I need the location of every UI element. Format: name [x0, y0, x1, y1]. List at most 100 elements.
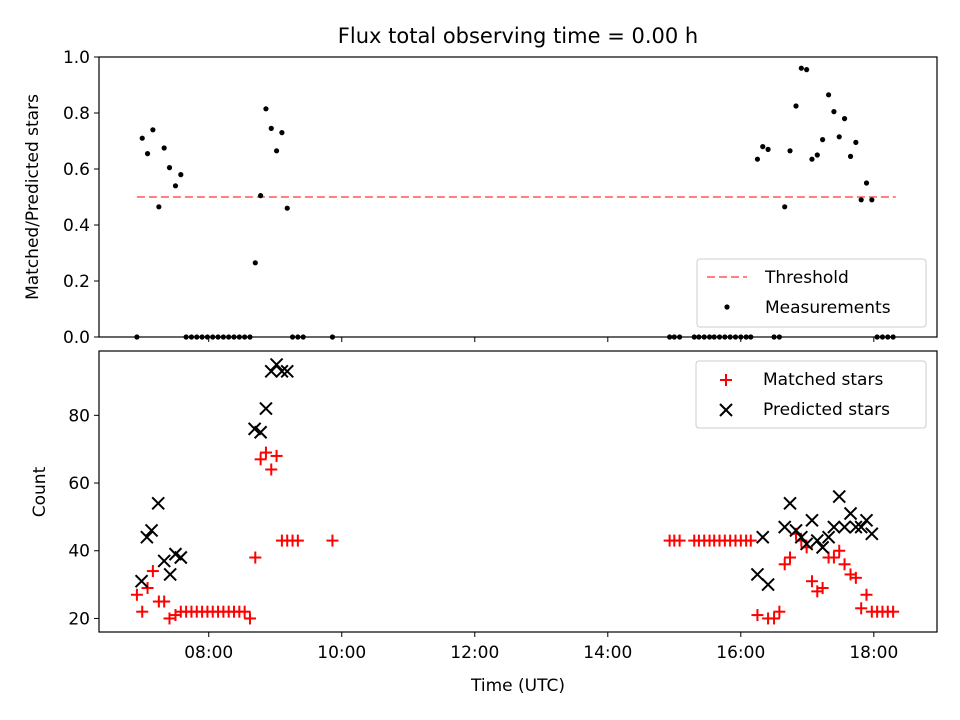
predicted-star-point	[264, 364, 278, 379]
matched-star-point	[768, 612, 781, 625]
matched-star-point	[887, 605, 900, 618]
matched-star-point	[146, 565, 159, 578]
predicted-star-point	[849, 520, 863, 534]
count-y-tick-label: 20	[68, 609, 90, 629]
matched-star-point	[849, 571, 862, 584]
predicted-star-point	[750, 567, 765, 582]
matched-star-point	[838, 558, 851, 571]
chart-title: Flux total observing time = 0.00 h	[338, 24, 698, 48]
matched-star-point	[855, 602, 868, 615]
count-y-axis-label: Count	[30, 466, 50, 517]
ratio-y-tick-label: 1.0	[63, 48, 90, 68]
measurement-point	[139, 135, 145, 141]
count-axes-frame	[98, 350, 938, 633]
matched-legend-marker	[720, 374, 732, 386]
measurement-point	[754, 156, 761, 162]
count-axes: 20 40 60 80 08:00 10:00 12:00 14:00 16:00 18:00	[68, 406, 898, 663]
predicted-star-point	[821, 530, 836, 544]
matched-star-point	[827, 551, 840, 564]
measurement-point	[258, 193, 264, 199]
count-panel: 20 40 60 80 08:00 10:00 12:00 14:00 16:00 18:00 C…	[30, 350, 938, 696]
matched-star-point	[265, 463, 278, 476]
matched-star-point	[833, 544, 846, 557]
ratio-legend-box	[696, 258, 927, 328]
matched-star-point	[254, 453, 267, 466]
matched-star-point	[326, 534, 339, 547]
count-y-tick-label: 40	[68, 542, 90, 562]
measurement-point	[156, 204, 162, 210]
predicted-star-point	[789, 523, 803, 538]
matched-star-point	[259, 446, 272, 459]
matched-star-point	[291, 534, 304, 547]
measurement-point	[814, 152, 820, 158]
measurement-point	[263, 106, 269, 112]
matched-star-point	[773, 605, 786, 618]
measurement-point	[841, 116, 848, 122]
measurements-legend-label: Measurements	[765, 298, 891, 318]
measurement-point	[284, 205, 290, 211]
measurement-point	[782, 204, 788, 210]
predicted-star-point	[269, 357, 284, 372]
measurement-point	[863, 180, 870, 186]
predicted-star-point	[144, 523, 159, 538]
predicted-star-point	[151, 496, 165, 511]
measurement-point	[787, 148, 793, 154]
measurement-point	[798, 65, 804, 71]
matched-star-point	[141, 581, 154, 594]
predicted-star-point	[832, 489, 846, 504]
matched-star-point	[130, 588, 143, 601]
x-axis-label: Time (UTC)	[470, 676, 565, 696]
predicted-star-point	[777, 520, 792, 534]
predicted-star-point	[174, 550, 188, 565]
measurement-point	[853, 139, 859, 145]
x-tick-label: 14:00	[583, 643, 632, 663]
matched-legend-label: Matched stars	[763, 370, 883, 390]
measurement-point	[252, 260, 258, 266]
ratio-y-tick-label: 0.4	[63, 216, 90, 236]
measurement-point	[765, 146, 771, 152]
predicted-star-point	[783, 496, 797, 511]
measurement-point	[144, 151, 151, 157]
count-y-tick-label: 80	[68, 406, 90, 426]
ratio-legend: Threshold Measurements	[696, 258, 927, 328]
predicted-star-point	[799, 537, 814, 551]
predicted-star-point	[163, 567, 177, 582]
x-tick-label: 08:00	[184, 643, 233, 663]
predicted-star-point	[815, 540, 830, 555]
predicted-star-point	[810, 533, 824, 548]
count-marks	[130, 357, 900, 625]
predicted-star-point	[253, 425, 268, 439]
matched-star-point	[238, 605, 251, 618]
measurements-legend-marker	[724, 304, 730, 310]
matched-star-point	[816, 581, 829, 594]
x-tick-label: 18:00	[849, 643, 898, 663]
ratio-y-tick-label: 0.0	[63, 328, 90, 348]
predicted-legend-label: Predicted stars	[763, 400, 890, 420]
measurement-point	[847, 153, 854, 159]
predicted-star-point	[854, 520, 868, 534]
matched-star-point	[751, 609, 764, 622]
matched-star-point	[673, 534, 686, 547]
matched-star-point	[270, 449, 283, 462]
ratio-y-tick-label: 0.8	[63, 104, 90, 124]
measurement-point	[166, 165, 173, 171]
ratio-axes-frame	[98, 56, 938, 338]
predicted-star-point	[805, 513, 819, 527]
measurement-point	[831, 109, 837, 115]
matched-star-point	[243, 612, 256, 625]
matched-star-point	[158, 595, 171, 608]
measurement-point	[178, 172, 184, 178]
predicted-star-point	[837, 520, 852, 534]
predicted-star-point	[859, 513, 874, 527]
matched-star-point	[136, 605, 149, 618]
threshold-legend-label: Threshold	[764, 268, 849, 288]
count-y-tick-label: 60	[68, 474, 90, 494]
predicted-star-point	[275, 364, 289, 379]
predicted-star-point	[827, 520, 841, 534]
predicted-star-point	[865, 527, 879, 541]
predicted-star-point	[259, 401, 273, 416]
measurement-point	[820, 137, 826, 143]
measurement-point	[760, 144, 766, 150]
predicted-star-point	[157, 554, 171, 568]
predicted-star-point	[140, 530, 154, 544]
